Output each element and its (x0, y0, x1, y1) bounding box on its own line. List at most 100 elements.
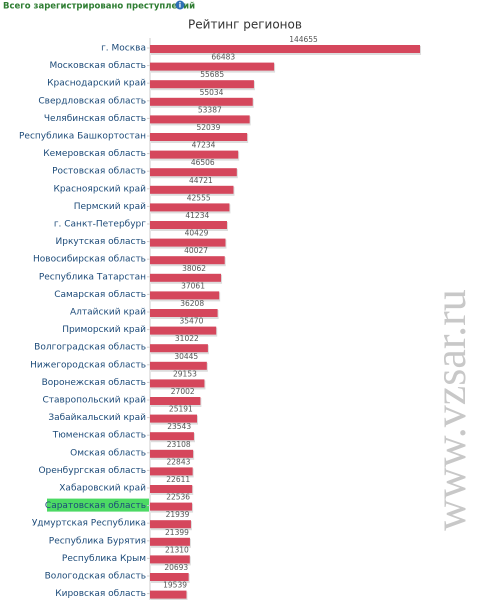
bar (150, 238, 226, 247)
value-label: 29153 (173, 369, 197, 378)
bar (150, 115, 250, 124)
bar (150, 502, 193, 511)
category-label: Ставропольский край (43, 396, 147, 406)
category-label: Московская область (50, 61, 146, 71)
watermark: www.vzsar.ru (426, 289, 475, 531)
category-label: Ростовская область (52, 167, 146, 177)
value-label: 37061 (181, 281, 205, 290)
value-label: 22843 (167, 457, 191, 466)
value-label: 40027 (184, 246, 208, 255)
value-label: 55685 (200, 70, 224, 79)
value-label: 42555 (187, 193, 211, 202)
value-label: 47234 (192, 141, 216, 150)
bar (150, 256, 225, 265)
category-label: Республика Бурятия (49, 536, 146, 546)
category-label: Краснодарский край (47, 79, 146, 89)
bar (150, 273, 222, 282)
value-label: 20693 (164, 563, 188, 572)
value-label: 38062 (182, 264, 206, 273)
bar (150, 97, 253, 106)
bar (150, 168, 237, 177)
value-label: 53387 (198, 105, 222, 114)
bar (150, 397, 201, 405)
value-label: 36208 (180, 299, 204, 308)
category-label: Свердловская область (38, 96, 146, 106)
category-label: Новосибирская область (33, 255, 146, 265)
bar (150, 45, 421, 53)
bar (150, 520, 191, 529)
bar (150, 185, 234, 194)
category-label: Республика Башкортостан (19, 132, 146, 142)
value-label: 35470 (179, 317, 203, 326)
category-label: Хабаровский край (59, 484, 146, 494)
bar (150, 133, 248, 141)
value-label: 22536 (166, 493, 190, 502)
value-label: 25191 (169, 405, 193, 414)
value-label: 22611 (166, 475, 190, 484)
bar (150, 485, 193, 493)
category-label: Иркутская область (56, 237, 146, 247)
bar (150, 291, 220, 300)
value-label: 21939 (166, 510, 190, 519)
category-label: Нижегородская область (30, 360, 146, 370)
bar (150, 449, 194, 458)
category-label: Республика Крым (62, 554, 146, 564)
info-icon[interactable] (175, 0, 185, 10)
category-label: Удмуртская Республика (32, 519, 146, 529)
bar (150, 590, 187, 599)
value-label: 31022 (175, 334, 199, 343)
value-label: 46506 (191, 158, 215, 167)
value-label: 41234 (185, 211, 209, 220)
bar (150, 555, 190, 564)
header: Всего зарегистрировано преступлений (3, 2, 195, 12)
bar (150, 80, 254, 89)
bar (150, 62, 275, 71)
value-label: 44721 (189, 176, 213, 185)
value-label: 55034 (200, 88, 224, 97)
value-label: 30445 (174, 352, 198, 361)
category-label: Саратовская область (45, 501, 146, 511)
category-label: Омская область (70, 448, 146, 458)
category-label: Волгоградская область (34, 343, 146, 353)
info-icon-glyph: i (179, 2, 181, 10)
value-label: 66483 (211, 53, 235, 62)
chart-title: Рейтинг регионов (188, 18, 302, 32)
category-label: Оренбургская область (38, 466, 146, 476)
value-label: 40429 (185, 229, 209, 238)
category-label: Тюменская область (52, 431, 146, 441)
value-label: 27002 (171, 387, 195, 396)
bar (150, 573, 189, 581)
bar (150, 361, 207, 370)
category-label: Красноярский край (53, 184, 146, 194)
category-label: Кемеровская область (43, 149, 146, 159)
highlight (47, 498, 149, 512)
value-label: 19539 (163, 581, 187, 590)
bar (150, 221, 227, 229)
value-label: 21399 (165, 528, 189, 537)
bar (150, 203, 230, 212)
bar (150, 414, 198, 423)
category-label: г. Москва (101, 44, 146, 54)
bar (150, 309, 218, 317)
bar (150, 150, 239, 159)
bar (150, 467, 193, 476)
bar (150, 537, 190, 546)
category-label: Самарская область (54, 290, 146, 300)
value-label: 23108 (167, 440, 191, 449)
value-label: 52039 (196, 123, 220, 132)
category-label: Алтайский край (70, 308, 146, 318)
category-label: Приморский край (62, 325, 146, 335)
category-label: Пермский край (74, 202, 146, 212)
category-label: Челябинская область (44, 114, 146, 124)
bar (150, 326, 217, 335)
value-label: 23543 (167, 422, 191, 431)
bar (150, 432, 194, 441)
bar (150, 344, 208, 353)
bar (150, 379, 205, 388)
value-label: 144655 (289, 35, 318, 44)
category-label: г. Санкт-Петербург (54, 220, 146, 230)
category-label: Кировская область (55, 589, 146, 599)
category-label: Республика Татарстан (39, 272, 146, 282)
category-label: Вологодская область (45, 572, 146, 582)
